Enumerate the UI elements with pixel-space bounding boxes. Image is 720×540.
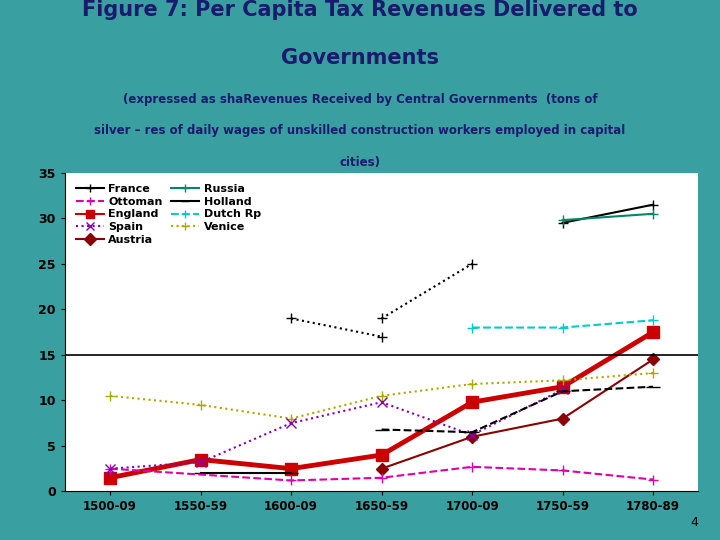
Text: (expressed as shaRevenues Received by Central Governments  (tons of: (expressed as shaRevenues Received by Ce… (122, 93, 598, 106)
Text: silver – res of daily wages of unskilled construction workers employed in capita: silver – res of daily wages of unskilled… (94, 124, 626, 137)
Text: Figure 7: Per Capita Tax Revenues Delivered to: Figure 7: Per Capita Tax Revenues Delive… (82, 0, 638, 20)
Text: cities): cities) (340, 156, 380, 168)
Text: 4: 4 (690, 516, 698, 529)
Text: Governments: Governments (281, 49, 439, 69)
Legend: France, Ottoman, England, Spain, Austria, Russia, Holland, Dutch Rp, Venice: France, Ottoman, England, Spain, Austria… (71, 178, 266, 251)
